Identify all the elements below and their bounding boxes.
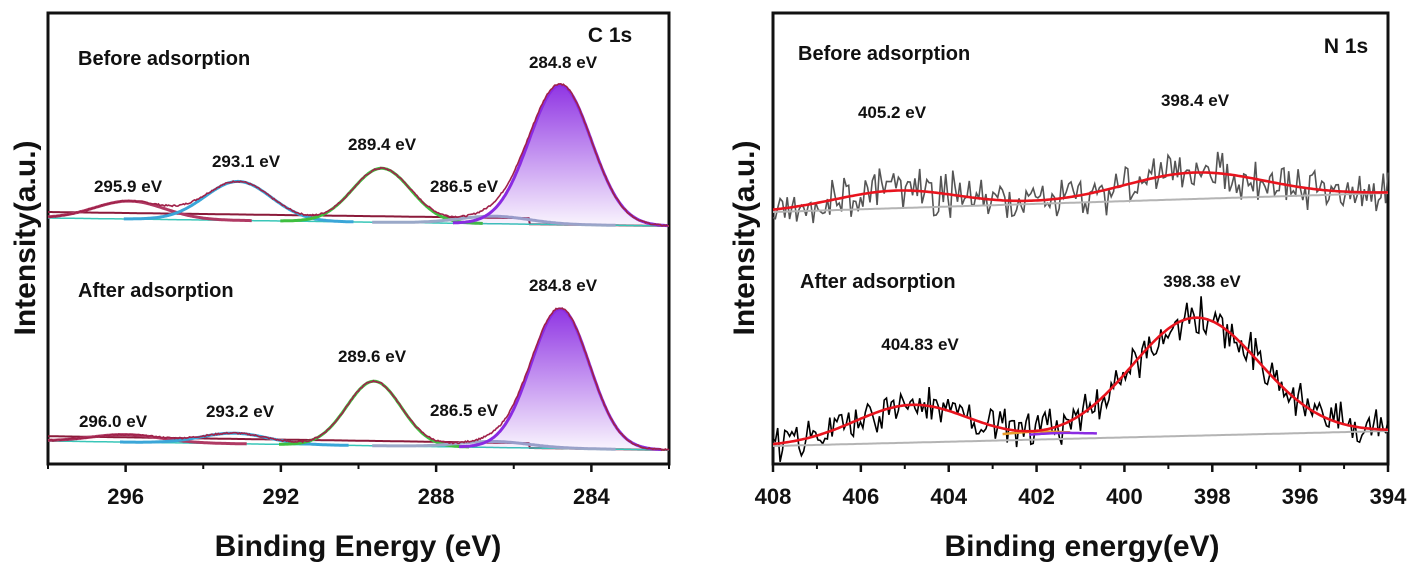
c1s-title: C 1s: [588, 24, 632, 47]
c1s-peak-label: 293.1 eV: [212, 152, 281, 171]
n1s-marks: [772, 151, 1389, 462]
c1s-peak-label: 289.4 eV: [348, 135, 417, 154]
n1s-x-axis-label: Binding energy(eV): [944, 530, 1219, 563]
n1s-panel1-label: Before adsorption: [798, 43, 970, 65]
c1s-peak-label: 293.2 eV: [206, 402, 275, 421]
n1s-peak-label: 398.38 eV: [1163, 272, 1241, 291]
x-tick-label: 398: [1194, 484, 1231, 509]
x-tick-label: 404: [930, 484, 967, 509]
c1s-peak-label: 284.8 eV: [529, 276, 598, 295]
c1s-panel2-label: After adsorption: [78, 280, 234, 302]
fit-envelope-line: [772, 171, 1388, 211]
envelope-line: [47, 82, 669, 227]
c1s-chart: 296 292 288 284 C 1s Before adsorption Afte…: [9, 11, 671, 563]
x-tick-label: 400: [1106, 484, 1143, 509]
n1s-plot-frame: [771, 11, 1390, 466]
c1s-peak-label: 295.9 eV: [94, 177, 163, 196]
x-tick-label: 396: [1282, 484, 1319, 509]
x-tick-label: 406: [842, 484, 879, 509]
raw-data-line: [772, 151, 1389, 224]
raw-data-line: [772, 296, 1389, 462]
x-tick-label: 292: [263, 484, 300, 509]
c1s-panel1-label: Before adsorption: [78, 48, 250, 70]
c1s-peak-label: 289.6 eV: [338, 347, 407, 366]
n1s-chart: 408 406 404 402 400 398 396 394 N 1s Before ads…: [728, 11, 1407, 563]
x-tick-label: 288: [418, 484, 455, 509]
n1s-peak-label: 398.4 eV: [1161, 91, 1230, 110]
c1s-peak-label: 296.0 eV: [79, 412, 148, 431]
peak-fill-area: [459, 308, 662, 450]
baseline-line: [772, 192, 1389, 213]
n1s-title: N 1s: [1324, 35, 1368, 58]
n1s-peak-label: 404.83 eV: [881, 335, 959, 354]
fit-envelope-line: [772, 316, 1389, 446]
c1s-x-axis-label: Binding Energy (eV): [215, 530, 502, 563]
c1s-y-axis-label: Intensity(a.u.): [9, 140, 42, 335]
peak-fill-area: [452, 85, 668, 226]
component-fit-line: [1029, 431, 1097, 436]
envelope-line: [47, 307, 670, 452]
c1s-marks: [47, 82, 670, 452]
n1s-peak-label: 405.2 eV: [858, 103, 927, 122]
baseline-line: [772, 430, 1389, 447]
n1s-panel2-label: After adsorption: [800, 271, 956, 293]
c1s-x-ticks: 296 292 288 284: [47, 464, 670, 509]
c1s-peak-label: 286.5 eV: [430, 401, 499, 420]
x-tick-label: 402: [1018, 484, 1055, 509]
c1s-peak-label: 286.5 eV: [430, 177, 499, 196]
n1s-y-axis-label: Intensity(a.u.): [728, 140, 761, 335]
c1s-peak-label: 284.8 eV: [529, 53, 598, 72]
x-tick-label: 296: [107, 484, 144, 509]
n1s-x-ticks: 408 406 404 402 400 398 396 394: [755, 464, 1407, 509]
x-tick-label: 284: [573, 484, 610, 509]
x-tick-label: 408: [755, 484, 792, 509]
x-tick-label: 394: [1370, 484, 1407, 509]
